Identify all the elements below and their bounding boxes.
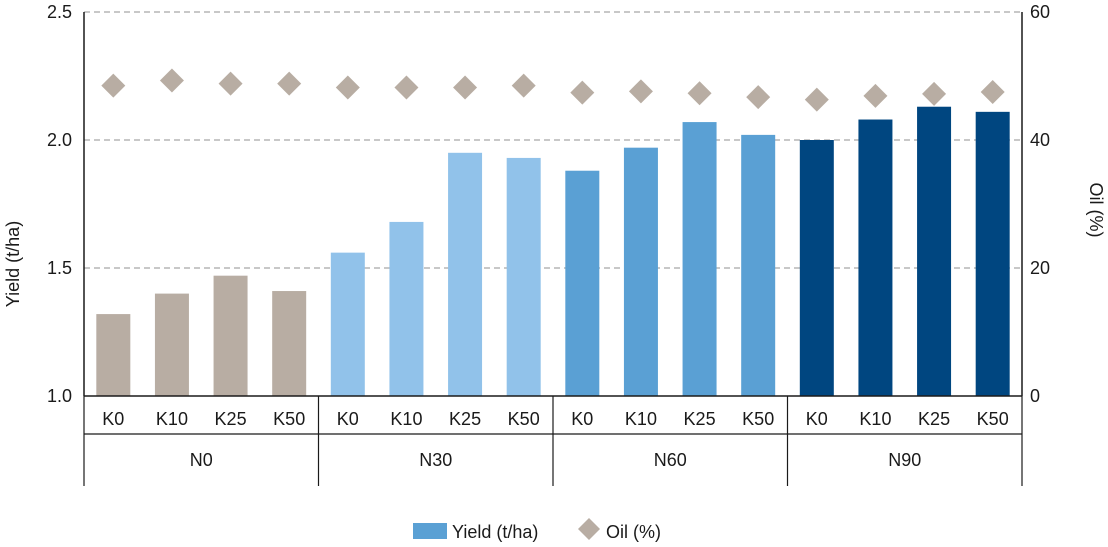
y-tick-label: 2.5 <box>47 2 72 22</box>
legend-oil-label: Oil (%) <box>606 522 661 542</box>
legend-yield-swatch <box>413 523 447 539</box>
yield-bar <box>741 134 776 396</box>
oil-marker <box>394 75 419 100</box>
category-label: K50 <box>273 409 305 429</box>
y2-axis-title: Oil (%) <box>1086 183 1106 238</box>
oil-marker <box>628 79 653 104</box>
category-label: K25 <box>684 409 716 429</box>
oil-marker <box>101 73 126 98</box>
yield-bar <box>330 252 365 396</box>
category-label: K50 <box>742 409 774 429</box>
yield-bar <box>858 119 893 397</box>
yield-bar <box>389 221 424 396</box>
oil-marker <box>277 71 302 96</box>
yield-bar <box>272 291 307 396</box>
oil-marker <box>922 81 947 106</box>
oil-markers <box>101 68 1005 112</box>
oil-marker <box>335 75 360 100</box>
y2-tick-label: 40 <box>1030 130 1050 150</box>
yield-bar <box>213 275 248 396</box>
oil-marker <box>511 73 536 98</box>
right-axis-ticks: 0 20 40 60 <box>1030 2 1050 406</box>
axes <box>83 12 1023 486</box>
yield-bar <box>623 147 658 396</box>
category-label: K10 <box>390 409 422 429</box>
category-label: K50 <box>508 409 540 429</box>
legend-oil-marker <box>578 518 600 540</box>
yield-bar <box>448 152 483 396</box>
yield-bar <box>975 111 1010 396</box>
category-label: K25 <box>918 409 950 429</box>
oil-marker <box>863 83 888 108</box>
yield-bar <box>96 314 131 396</box>
legend: Yield (t/ha) Oil (%) <box>413 518 661 542</box>
oil-marker <box>570 80 595 105</box>
group-label: N60 <box>654 450 687 470</box>
legend-yield-label: Yield (t/ha) <box>452 522 538 542</box>
yield-bar <box>506 157 541 396</box>
group-labels: N0 N30 N60 N90 <box>190 450 922 470</box>
y-axis-title: Yield (t/ha) <box>3 221 23 307</box>
category-labels: K0 K10 K25 K50 K0 K10 K25 K50 K0 K10 K25 K50 K0 K10 K2… <box>102 409 1008 429</box>
y2-tick-label: 60 <box>1030 2 1050 22</box>
yield-bar <box>799 140 834 396</box>
y-tick-label: 2.0 <box>47 130 72 150</box>
category-label: K10 <box>625 409 657 429</box>
yield-bar <box>682 122 717 396</box>
category-label: K0 <box>806 409 828 429</box>
group-label: N90 <box>888 450 921 470</box>
left-axis-ticks: 1.0 1.5 2.0 2.5 <box>47 2 72 406</box>
yield-bar <box>154 293 189 396</box>
category-label: K0 <box>571 409 593 429</box>
category-label: K10 <box>156 409 188 429</box>
oil-marker <box>804 87 829 112</box>
oil-marker <box>980 80 1005 104</box>
category-label: K25 <box>449 409 481 429</box>
yield-bar <box>565 170 600 396</box>
group-label: N30 <box>419 450 452 470</box>
oil-marker <box>159 68 184 93</box>
yield-bars <box>96 106 1010 397</box>
y2-tick-label: 20 <box>1030 258 1050 278</box>
oil-marker <box>453 75 478 100</box>
oil-marker <box>746 85 771 110</box>
y2-tick-label: 0 <box>1030 386 1040 406</box>
y-tick-label: 1.0 <box>47 386 72 406</box>
category-label: K50 <box>977 409 1009 429</box>
category-label: K25 <box>215 409 247 429</box>
yield-bar <box>917 106 952 396</box>
group-label: N0 <box>190 450 213 470</box>
category-label: K0 <box>337 409 359 429</box>
category-label: K10 <box>859 409 891 429</box>
oil-marker <box>687 81 712 106</box>
category-label: K0 <box>102 409 124 429</box>
y-tick-label: 1.5 <box>47 258 72 278</box>
oil-marker <box>218 71 243 96</box>
